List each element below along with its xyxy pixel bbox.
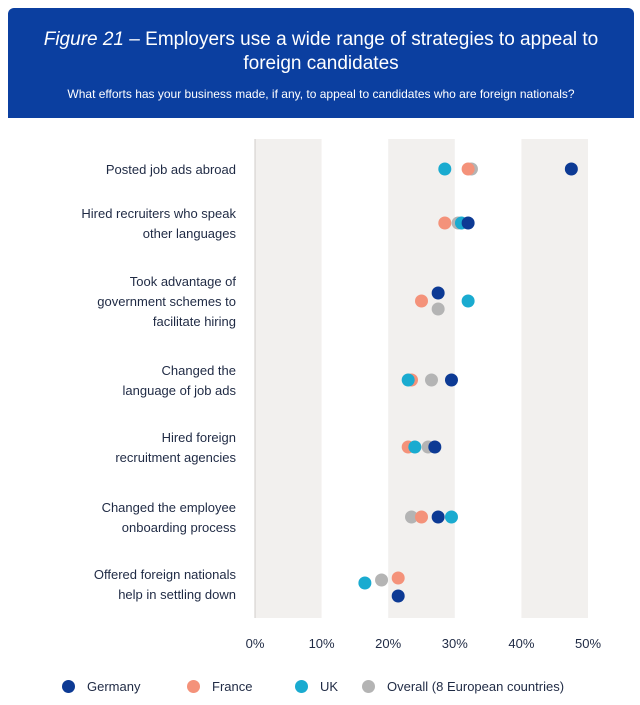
chart-title: Figure 21 – Employers use a wide range o… xyxy=(28,28,614,76)
data-point xyxy=(405,510,419,524)
category-label: Posted job ads abroad xyxy=(106,162,236,177)
x-tick-label: 40% xyxy=(508,636,534,651)
data-point xyxy=(564,162,578,176)
data-point xyxy=(415,294,428,308)
data-point xyxy=(431,286,445,300)
data-point xyxy=(424,373,438,387)
category-label: Hired foreign recruitment agencies xyxy=(115,430,236,465)
category-label: Changed the language of job ads xyxy=(123,363,237,398)
background-band xyxy=(521,139,588,618)
category-label: Offered foreign nationals help in settlin… xyxy=(94,567,237,602)
data-point xyxy=(401,373,415,387)
category-label-line: Changed the xyxy=(162,363,236,378)
background-band xyxy=(388,139,455,618)
data-point xyxy=(415,510,428,524)
data-point xyxy=(431,510,445,524)
title-text: – Employers use a wide range of strategi… xyxy=(124,29,599,74)
legend-label: Overall (8 European countries) xyxy=(387,679,565,694)
background-band xyxy=(255,139,322,618)
data-point xyxy=(461,216,475,230)
data-point xyxy=(358,576,372,590)
x-tick-label: 50% xyxy=(575,636,601,651)
data-point xyxy=(444,373,458,387)
category-label: Changed the employee onboarding process xyxy=(102,500,237,535)
chart-legend: Germany France UK Overall (8 European count… xyxy=(62,679,622,699)
category-label-line: Changed the employee xyxy=(102,500,236,515)
legend-label: France xyxy=(212,679,253,694)
legend-label: Germany xyxy=(87,679,141,694)
data-point xyxy=(444,510,458,524)
x-tick-label: 20% xyxy=(375,636,401,651)
legend-swatch xyxy=(295,680,308,693)
data-point xyxy=(428,440,442,454)
category-label-line: recruitment agencies xyxy=(115,450,236,465)
category-label-line: government schemes to xyxy=(97,294,236,309)
data-point xyxy=(461,294,475,308)
data-point xyxy=(375,573,389,587)
legend-item: UK xyxy=(295,679,338,694)
legend-item: France xyxy=(187,679,252,694)
data-point xyxy=(438,216,452,230)
data-point xyxy=(431,302,445,316)
category-label-line: Hired foreign xyxy=(162,430,236,445)
data-point xyxy=(461,162,475,176)
legend-item: Germany xyxy=(62,679,140,694)
category-label-line: Offered foreign nationals xyxy=(94,567,237,582)
data-point xyxy=(438,162,452,176)
chart-subtitle: What efforts has your business made, if … xyxy=(67,87,575,101)
category-label-line: Took advantage of xyxy=(130,274,237,289)
x-tick-label: 30% xyxy=(442,636,468,651)
data-point xyxy=(408,440,422,454)
category-label-line: help in settling down xyxy=(118,587,236,602)
category-label: Took advantage of government schemes to fa… xyxy=(97,274,236,329)
category-label: Hired recruiters who speak other language… xyxy=(81,206,236,241)
data-point xyxy=(391,589,405,603)
category-label-line: other languages xyxy=(143,226,237,241)
x-tick-label: 10% xyxy=(309,636,335,651)
category-label-line: Hired recruiters who speak xyxy=(81,206,236,221)
legend-swatch xyxy=(62,680,75,693)
data-point xyxy=(391,571,405,585)
category-label-line: facilitate hiring xyxy=(153,314,236,329)
category-label-line: Posted job ads abroad xyxy=(106,162,236,177)
category-label-line: language of job ads xyxy=(123,383,237,398)
dot-plot: 0% 10% 20% 30% 40% 50% Posted job ads abroad Hi… xyxy=(81,139,601,651)
legend-swatch xyxy=(362,680,375,693)
chart-header: Figure 21 – Employers use a wide range o… xyxy=(8,8,634,118)
x-tick-label: 0% xyxy=(246,636,265,651)
legend-label: UK xyxy=(320,679,339,694)
category-label-line: onboarding process xyxy=(122,520,237,535)
chart-area: 0% 10% 20% 30% 40% 50% Posted job ads abroad Hi… xyxy=(8,118,634,705)
legend-item: Overall (8 European countries) xyxy=(362,679,564,694)
figure-label: Figure 21 xyxy=(43,29,125,50)
legend-swatch xyxy=(187,680,200,693)
